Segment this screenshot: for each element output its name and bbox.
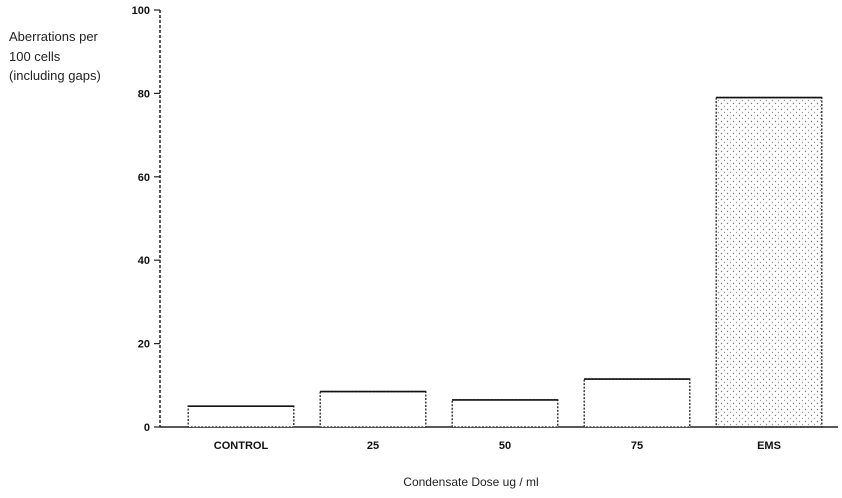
bar-75 — [583, 378, 691, 428]
y-tick-label: 0 — [144, 422, 150, 434]
bars — [187, 96, 823, 428]
y-axis-label-line-3: (including gaps) — [9, 68, 101, 83]
category-labels: CONTROL 25 50 75 EMS — [214, 440, 781, 452]
y-ticks: 0 20 40 60 80 100 — [132, 5, 160, 434]
bar-50 — [451, 399, 559, 428]
category-label: 75 — [631, 440, 643, 452]
bar-ems — [715, 96, 823, 428]
y-axis-label-line-1: Aberrations per — [9, 29, 99, 44]
category-label: 25 — [367, 440, 379, 452]
y-tick-label: 20 — [138, 339, 150, 351]
category-label: CONTROL — [214, 440, 269, 452]
category-label: EMS — [757, 440, 781, 452]
bar-25 — [319, 390, 427, 428]
y-tick-label: 100 — [132, 5, 150, 17]
y-tick-label: 80 — [138, 88, 150, 100]
y-tick-label: 40 — [138, 255, 150, 267]
x-axis-label: Condensate Dose ug / ml — [403, 475, 538, 489]
category-label: 50 — [499, 440, 511, 452]
bar-control — [187, 405, 295, 428]
y-tick-label: 60 — [138, 172, 150, 184]
y-axis-label-line-2: 100 cells — [9, 49, 61, 64]
